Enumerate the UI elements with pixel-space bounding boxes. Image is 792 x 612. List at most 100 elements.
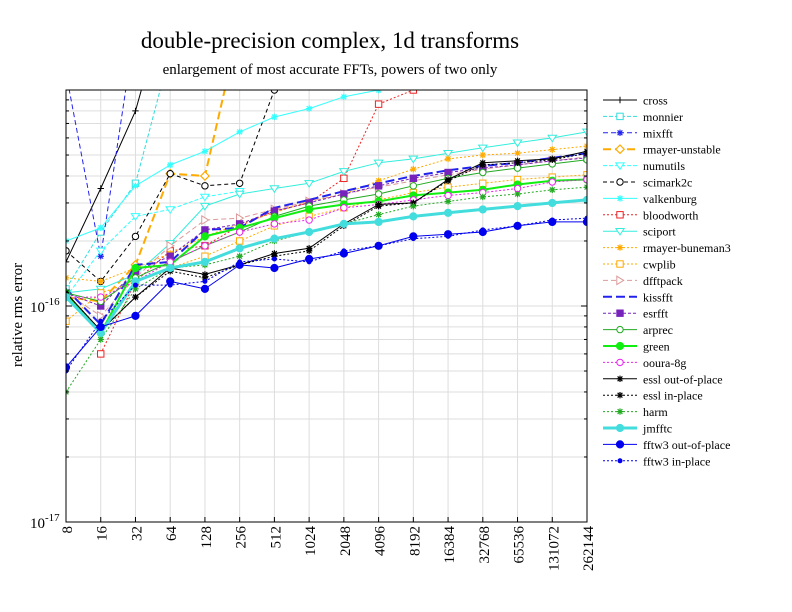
series-mixfft <box>68 90 127 260</box>
y-axis-label: relative rms error <box>10 262 26 367</box>
legend-item-esrfft: esrfft <box>603 307 669 321</box>
legend-label: harm <box>643 405 668 419</box>
plot-area <box>66 90 587 396</box>
data-point <box>374 190 383 198</box>
legend-item-dfftpack: dfftpack <box>603 274 683 288</box>
series-line <box>66 179 587 298</box>
data-point <box>409 212 418 221</box>
data-point <box>444 191 452 200</box>
legend-label: fftw3 in-place <box>643 454 710 468</box>
series-line <box>66 152 587 331</box>
legend-marker <box>616 244 624 251</box>
data-point <box>306 259 312 265</box>
data-point <box>66 285 70 293</box>
legend-label: cross <box>643 94 668 108</box>
series-line <box>100 90 416 355</box>
legend-marker <box>616 195 624 202</box>
series-line <box>66 90 142 263</box>
data-point <box>305 205 314 214</box>
legend-label: numutils <box>643 159 685 173</box>
x-tick-label: 256 <box>234 526 250 549</box>
legend-marker <box>614 144 626 155</box>
data-point <box>479 168 487 177</box>
data-point <box>199 202 211 211</box>
data-point <box>409 174 418 183</box>
data-point <box>132 285 139 293</box>
legend-item-mixfft: mixfft <box>603 126 673 140</box>
series-line <box>66 156 587 317</box>
data-point <box>97 253 104 260</box>
data-point <box>514 149 521 157</box>
data-point <box>341 248 347 254</box>
data-point <box>479 193 486 201</box>
data-point <box>270 220 279 228</box>
data-point <box>515 223 521 229</box>
series-line <box>66 190 240 298</box>
data-point <box>165 206 176 215</box>
data-point <box>408 155 419 164</box>
data-point <box>548 198 557 208</box>
data-point <box>131 232 140 241</box>
series-kissfft <box>66 152 587 326</box>
legend-item-fftw3-out-of-place: fftw3 out-of-place <box>603 438 730 452</box>
data-point <box>200 284 210 293</box>
x-tick-label: 1024 <box>303 526 319 557</box>
data-point <box>375 211 382 218</box>
data-point <box>305 105 313 112</box>
legend-label: bloodworth <box>643 208 698 222</box>
legend-label: dfftpack <box>643 274 683 288</box>
legend-label: monnier <box>643 110 683 124</box>
data-point <box>201 214 210 226</box>
data-point <box>132 107 139 115</box>
data-point <box>549 217 555 223</box>
legend-marker <box>616 358 624 367</box>
legend-item-scimark2c: scimark2c <box>603 176 692 190</box>
data-point <box>132 282 138 288</box>
data-point <box>443 208 453 217</box>
data-point <box>234 190 245 199</box>
chart-subtitle: enlargement of most accurate FFTs, power… <box>162 62 498 78</box>
legend-label: sciport <box>643 225 676 239</box>
data-point <box>339 219 348 228</box>
data-point <box>478 205 487 214</box>
series-line <box>66 198 587 335</box>
legend-marker <box>614 162 626 171</box>
legend-item-rmayer-unstable: rmayer-unstable <box>603 143 721 157</box>
legend-item-monnier: monnier <box>603 110 683 124</box>
series-line <box>66 150 587 331</box>
legend-item-ooura-8g: ooura-8g <box>603 356 686 370</box>
data-point <box>200 232 210 241</box>
data-point <box>202 278 208 284</box>
data-point <box>97 278 104 285</box>
data-point <box>237 259 243 265</box>
series-cross <box>66 90 142 266</box>
data-point <box>271 256 277 262</box>
data-point <box>166 263 175 273</box>
data-point <box>131 263 140 273</box>
data-point <box>66 258 70 266</box>
data-point <box>201 274 209 282</box>
data-point <box>513 202 522 211</box>
data-point <box>547 134 558 143</box>
data-point <box>477 144 488 153</box>
data-point <box>305 227 314 237</box>
data-point <box>549 156 556 164</box>
series-line <box>66 159 587 302</box>
data-point <box>512 139 523 148</box>
data-point <box>374 100 383 108</box>
data-point <box>374 217 383 227</box>
data-point <box>376 243 382 249</box>
data-point <box>66 317 70 325</box>
series-line <box>66 152 587 326</box>
legend-marker <box>615 341 625 351</box>
data-point <box>269 185 280 194</box>
data-point <box>445 233 451 239</box>
legend-marker <box>616 129 624 136</box>
x-tick-label: 65536 <box>512 526 528 564</box>
data-point <box>199 170 210 182</box>
legend-label: ooura-8g <box>643 356 686 370</box>
legend: cross monnier mixfft rmayer-unstable numutil… <box>603 94 731 468</box>
legend-marker <box>616 392 624 399</box>
legend-item-arprec: arprec <box>603 323 673 337</box>
